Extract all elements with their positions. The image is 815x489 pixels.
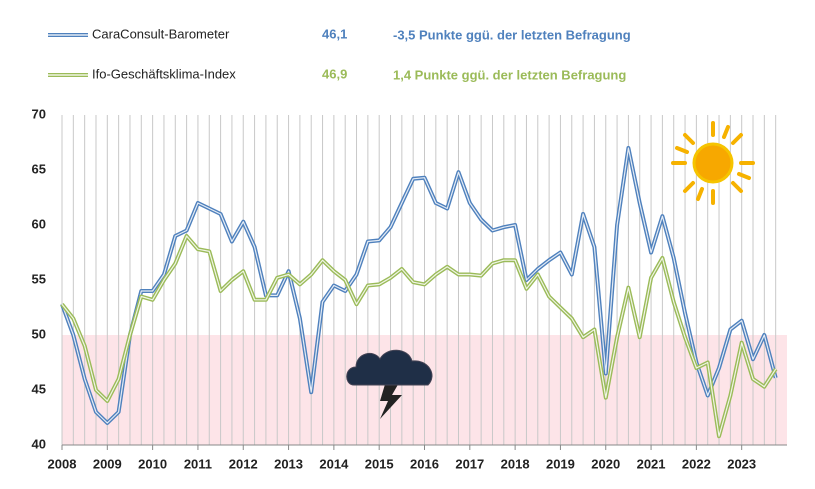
- legend-note: -3,5 Punkte ggü. der letzten Befragung: [393, 27, 631, 42]
- y-tick-label: 60: [32, 216, 46, 231]
- x-tick-label: 2014: [319, 456, 349, 471]
- legend-value: 46,9: [322, 66, 347, 81]
- x-tick-label: 2019: [546, 456, 575, 471]
- x-tick-label: 2023: [727, 456, 756, 471]
- x-tick-label: 2015: [365, 456, 394, 471]
- y-tick-label: 70: [32, 106, 46, 121]
- legend-value: 46,1: [322, 26, 347, 41]
- x-tick-label: 2009: [93, 456, 122, 471]
- x-tick-label: 2012: [229, 456, 258, 471]
- y-tick-label: 45: [32, 381, 46, 396]
- sun-icon: [671, 121, 755, 205]
- legend-note: 1,4 Punkte ggü. der letzten Befragung: [393, 67, 626, 82]
- x-tick-label: 2016: [410, 456, 439, 471]
- y-tick-label: 50: [32, 326, 46, 341]
- x-tick-label: 2017: [455, 456, 484, 471]
- x-tick-label: 2010: [138, 456, 167, 471]
- legend-label: CaraConsult-Barometer: [92, 26, 230, 41]
- lightning: [380, 381, 402, 419]
- x-tick-label: 2020: [591, 456, 620, 471]
- x-tick-label: 2022: [682, 456, 711, 471]
- series-line-highlight: [61, 235, 777, 437]
- y-tick-label: 40: [32, 436, 46, 451]
- x-tick-label: 2013: [274, 456, 303, 471]
- y-tick-label: 55: [32, 271, 46, 286]
- x-tick-label: 2008: [48, 456, 77, 471]
- legend-label: Ifo-Geschäftsklima-Index: [92, 66, 236, 81]
- cloud-icon: [346, 349, 433, 419]
- series-line-highlight: [61, 147, 777, 424]
- x-tick-label: 2018: [501, 456, 530, 471]
- y-tick-label: 65: [32, 161, 46, 176]
- cloud: [346, 349, 433, 386]
- x-tick-label: 2011: [184, 456, 212, 471]
- x-tick-label: 2021: [637, 456, 666, 471]
